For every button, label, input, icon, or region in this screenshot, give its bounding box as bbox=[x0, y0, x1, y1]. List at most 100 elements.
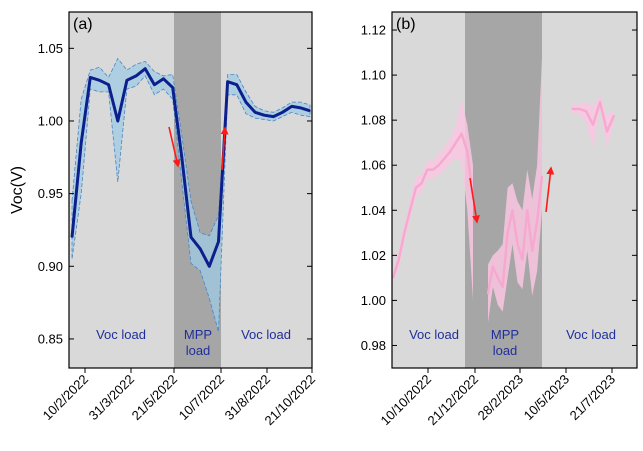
panel-a-y-tick-label: 0.95 bbox=[38, 186, 63, 201]
panel-b-frame bbox=[391, 11, 638, 369]
panel-b-region-right-label: Voc load bbox=[566, 327, 616, 342]
panel-b-data-point bbox=[506, 232, 509, 234]
panel-b-data-point bbox=[449, 150, 451, 153]
panel-b-y-tick-label: 1.08 bbox=[361, 113, 386, 128]
panel-b-data-point bbox=[536, 220, 538, 223]
panel-a-y-tick-label: 1.05 bbox=[38, 41, 63, 56]
panel-b-data-point bbox=[392, 277, 394, 279]
panel-b-y-tick-label: 1.10 bbox=[361, 68, 386, 83]
panel-a-data-point bbox=[217, 240, 220, 243]
panel-a-y-tick-label: 0.85 bbox=[38, 331, 63, 346]
panel-a-data-point bbox=[254, 111, 256, 114]
panel-b-y-tick-label: 1.04 bbox=[361, 203, 386, 218]
panel-a-error-band bbox=[71, 57, 311, 332]
panel-a-y-tick-label: 1.00 bbox=[38, 113, 63, 128]
panel-b-x-tick-label: 21/12/2022 bbox=[424, 372, 481, 429]
panel-a-x-tick-label: 10/2/2022 bbox=[40, 372, 92, 424]
panel-b-data-point bbox=[443, 157, 446, 160]
panel-a-data-point bbox=[80, 141, 82, 144]
panel-a-data-point bbox=[199, 248, 201, 250]
panel-b-data-point bbox=[599, 101, 601, 103]
panel-b-y-tick-label: 1.12 bbox=[361, 23, 386, 38]
panel-a-region-left-label: Voc load bbox=[96, 327, 146, 342]
panel-a-x-tick-label: 21/5/2022 bbox=[129, 372, 181, 424]
panel-a-frame bbox=[68, 11, 313, 369]
panel-a-data-point bbox=[98, 79, 101, 82]
panel-a-data-point bbox=[126, 79, 128, 82]
panel-b-data-point bbox=[501, 286, 504, 288]
panel-b-data-point bbox=[526, 209, 529, 212]
panel-b-data-point bbox=[613, 114, 615, 117]
panel-b-arrow-down bbox=[469, 177, 480, 224]
panel-a-data-point bbox=[226, 80, 229, 83]
panel-a-x-tick-label: 31/3/2022 bbox=[86, 372, 138, 424]
panel-a-y-axis-label: Voc(V) bbox=[9, 166, 26, 214]
panel-a-data-point bbox=[116, 120, 119, 122]
panel-b-data-point bbox=[466, 150, 469, 153]
panel-a-letter: (a) bbox=[73, 16, 93, 33]
panel-a-y-tick-label: 0.90 bbox=[38, 259, 63, 274]
panel-b-data-point bbox=[592, 123, 594, 126]
panel-a-region-mpp-label-line2: load bbox=[186, 343, 211, 358]
panel-b-data-point bbox=[492, 265, 494, 268]
panel-a-data-point bbox=[171, 86, 174, 89]
panel-b-data-point bbox=[516, 243, 519, 245]
panel-b-data-point bbox=[409, 209, 411, 212]
panel-b-error-band bbox=[393, 99, 473, 301]
panel-b-data-point bbox=[403, 232, 406, 234]
panel-b-data-point bbox=[521, 259, 524, 261]
panel-a-data-point bbox=[263, 114, 266, 116]
panel-b-region-left-label: Voc load bbox=[409, 327, 459, 342]
panel-b-data-point bbox=[432, 168, 434, 171]
panel-b-letter: (b) bbox=[396, 16, 416, 33]
panel-a-region-right-label: Voc load bbox=[241, 327, 291, 342]
panel-a-data-point bbox=[71, 236, 73, 239]
panel-b-data-point bbox=[606, 130, 608, 133]
panel-a-data-point bbox=[245, 101, 247, 103]
panel-b-data-point bbox=[426, 168, 429, 171]
panel-b-data-point bbox=[487, 292, 489, 295]
panel-a-data-point bbox=[290, 105, 293, 108]
panel-b-data-point bbox=[578, 108, 580, 110]
panel-b-region-mpp-label-line1: MPP bbox=[491, 327, 519, 342]
panel-b-data-point bbox=[571, 108, 573, 110]
panel-a-data-point bbox=[89, 76, 92, 79]
panel-b-data-point bbox=[460, 132, 463, 135]
panel-a-data-point bbox=[153, 83, 156, 86]
panel-b-data-point bbox=[437, 164, 440, 167]
panel-a-data-point bbox=[162, 78, 165, 80]
panel-b-data-point bbox=[511, 209, 514, 212]
panel-b: 0.981.001.021.041.061.081.101.12 10/10/2… bbox=[361, 11, 638, 429]
panel-a-data-point bbox=[135, 75, 137, 77]
panel-a-data-point bbox=[190, 236, 192, 239]
panel-a-data-point bbox=[300, 107, 302, 109]
panel-a-data-point bbox=[281, 111, 284, 114]
panel-b-y-tick-label: 1.02 bbox=[361, 248, 386, 263]
panel-b-data-point bbox=[397, 259, 400, 261]
panel-b-data-point bbox=[531, 250, 533, 252]
panel-b-error-band bbox=[488, 57, 542, 323]
panel-b-x-tick-label: 21/7/2023 bbox=[567, 372, 619, 424]
panel-b-arrow-up bbox=[545, 166, 555, 213]
panel-b-data-point bbox=[455, 141, 457, 144]
panel-a-data-point bbox=[107, 83, 110, 86]
panel-a: 0.85 0.90 0.95 1.00 1.05 10/2/202231/3/20222… bbox=[9, 11, 318, 428]
panel-b-data-point bbox=[415, 186, 417, 189]
panel-b-x-tick-label: 10/5/2023 bbox=[521, 372, 573, 424]
panel-b-series-line bbox=[486, 176, 544, 294]
panel-b-data-point bbox=[497, 277, 499, 279]
panel-a-region-mpp-label-line1: MPP bbox=[184, 327, 212, 342]
panel-b-data-point bbox=[420, 182, 423, 185]
panel-a-data-point bbox=[309, 110, 311, 112]
panel-b-y-tick-label: 1.06 bbox=[361, 158, 386, 173]
panel-a-data-point bbox=[235, 83, 238, 86]
panel-a-data-point bbox=[208, 265, 211, 268]
panel-a-data-point bbox=[272, 115, 275, 118]
panel-a-data-point bbox=[181, 156, 183, 159]
panel-b-x-tick-label: 28/2/2023 bbox=[475, 372, 527, 424]
panel-a-data-point bbox=[144, 67, 147, 70]
panel-b-data-point bbox=[585, 110, 587, 112]
panel-b-data-point bbox=[541, 175, 543, 178]
panel-b-y-tick-label: 1.00 bbox=[361, 293, 386, 308]
